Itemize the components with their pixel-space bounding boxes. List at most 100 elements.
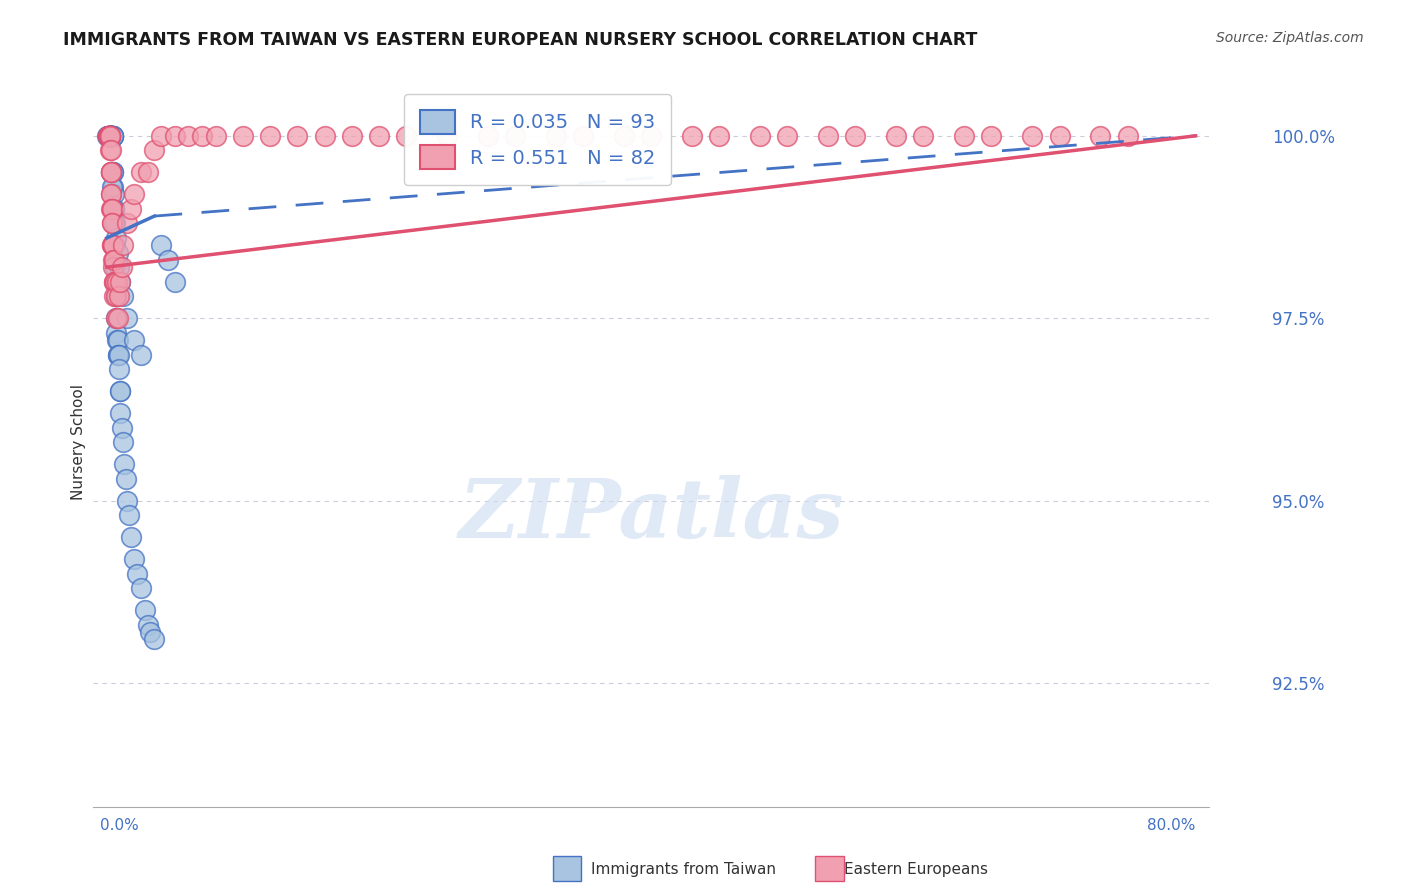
Point — [204, 128, 226, 143]
Point — [314, 128, 336, 143]
Point — [640, 128, 662, 143]
Point — [101, 238, 124, 252]
Point — [100, 202, 122, 216]
Point — [157, 252, 180, 267]
Point — [110, 384, 132, 399]
Point — [105, 311, 128, 326]
Point — [572, 128, 595, 143]
Point — [134, 603, 156, 617]
Point — [103, 260, 125, 274]
Point — [100, 128, 122, 143]
Point — [96, 128, 118, 143]
Point — [98, 128, 121, 143]
Point — [101, 216, 124, 230]
Point — [150, 128, 173, 143]
Point — [98, 128, 121, 143]
Point — [97, 128, 120, 143]
Point — [143, 144, 166, 158]
Point — [103, 289, 125, 303]
Point — [884, 128, 907, 143]
Point — [709, 128, 731, 143]
Point — [100, 128, 122, 143]
Point — [104, 289, 127, 303]
Point — [100, 128, 122, 143]
Point — [122, 187, 145, 202]
Point — [103, 275, 125, 289]
Point — [103, 216, 125, 230]
Point — [97, 128, 120, 143]
Point — [98, 128, 121, 143]
Point — [100, 187, 122, 202]
Point — [139, 624, 162, 639]
Point — [100, 128, 122, 143]
Point — [98, 128, 121, 143]
Point — [436, 128, 458, 143]
Point — [150, 238, 173, 252]
Point — [100, 165, 122, 179]
Point — [1090, 128, 1112, 143]
Point — [115, 311, 138, 326]
Point — [105, 333, 128, 347]
Point — [912, 128, 935, 143]
Point — [395, 128, 418, 143]
Point — [97, 128, 120, 143]
Point — [844, 128, 866, 143]
Point — [101, 238, 124, 252]
Point — [103, 252, 125, 267]
Point — [101, 238, 124, 252]
Text: Immigrants from Taiwan: Immigrants from Taiwan — [591, 863, 776, 877]
Text: Eastern Europeans: Eastern Europeans — [844, 863, 987, 877]
Point — [101, 128, 124, 143]
Point — [953, 128, 976, 143]
Point — [101, 165, 124, 179]
Point — [108, 384, 131, 399]
Point — [108, 260, 131, 274]
Point — [98, 128, 121, 143]
Point — [101, 180, 124, 194]
Point — [104, 289, 127, 303]
Point — [100, 128, 122, 143]
Point — [108, 362, 131, 376]
Point — [477, 128, 499, 143]
Point — [100, 165, 122, 179]
Point — [259, 128, 281, 143]
Point — [100, 128, 122, 143]
Point — [100, 165, 122, 179]
Point — [107, 245, 129, 260]
Point — [107, 348, 129, 362]
Point — [98, 128, 121, 143]
Text: IMMIGRANTS FROM TAIWAN VS EASTERN EUROPEAN NURSERY SCHOOL CORRELATION CHART: IMMIGRANTS FROM TAIWAN VS EASTERN EUROPE… — [63, 31, 977, 49]
Point — [191, 128, 214, 143]
Point — [97, 128, 120, 143]
Point — [136, 165, 159, 179]
Point — [98, 128, 121, 143]
Point — [108, 348, 131, 362]
Point — [97, 128, 120, 143]
Point — [98, 128, 121, 143]
Point — [136, 617, 159, 632]
Text: 0.0%: 0.0% — [100, 818, 139, 833]
Point — [104, 216, 127, 230]
Point — [104, 275, 127, 289]
Point — [1021, 128, 1043, 143]
Point — [100, 128, 122, 143]
Point — [105, 311, 128, 326]
Point — [105, 231, 128, 245]
Point — [100, 128, 122, 143]
Point — [98, 128, 121, 143]
Point — [163, 275, 186, 289]
Point — [110, 275, 132, 289]
Point — [143, 632, 166, 647]
Point — [503, 128, 526, 143]
Point — [101, 128, 124, 143]
Point — [104, 275, 127, 289]
Point — [111, 260, 134, 274]
Point — [340, 128, 363, 143]
Point — [749, 128, 772, 143]
Point — [1116, 128, 1139, 143]
Point — [100, 202, 122, 216]
Point — [98, 144, 121, 158]
Point — [112, 435, 135, 450]
Point — [613, 128, 636, 143]
Point — [97, 128, 120, 143]
